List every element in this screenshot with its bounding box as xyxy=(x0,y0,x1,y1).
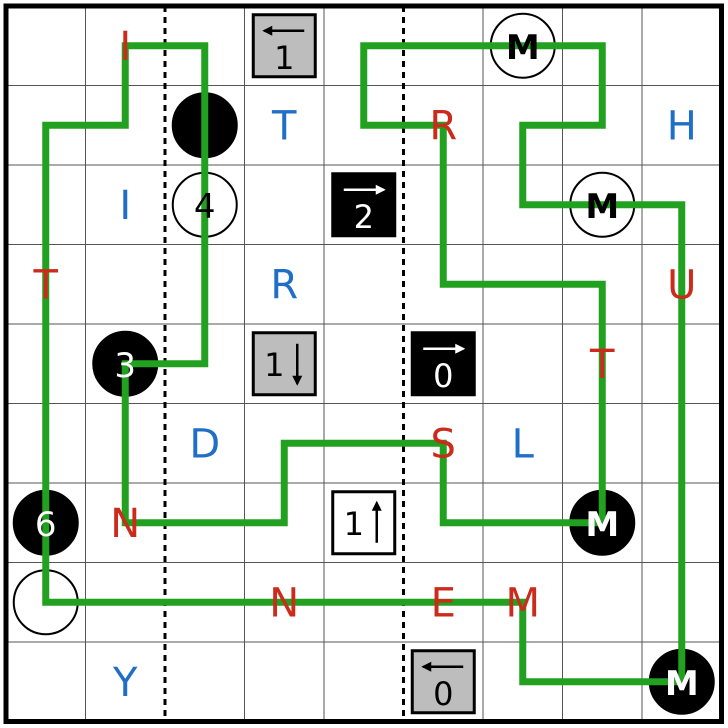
grid-cell[interactable] xyxy=(245,642,325,722)
cell-letter: T xyxy=(33,262,59,308)
cell-letter: I xyxy=(119,24,131,70)
arrow-clue-number: 1 xyxy=(274,39,294,77)
arrow-clue-box xyxy=(331,490,397,556)
cell-letter: U xyxy=(667,262,696,308)
cell-letter: Y xyxy=(112,660,138,706)
arrow-clue-box xyxy=(410,649,476,715)
cell-letter: T xyxy=(271,103,297,149)
circle-clue-label: M xyxy=(585,187,619,227)
arrow-clue-number: 1 xyxy=(264,346,284,384)
circle-clue-label: 6 xyxy=(35,505,57,545)
grid-cell[interactable] xyxy=(6,6,86,86)
board-border xyxy=(3,3,724,724)
cell-letter: N xyxy=(269,580,299,626)
solution-path-line xyxy=(42,42,686,686)
arrow-right-icon xyxy=(375,184,386,195)
arrow-clue-box xyxy=(410,331,476,397)
cell-letter: N xyxy=(110,501,140,547)
circle-clue-label: 4 xyxy=(194,187,216,227)
grid-cell[interactable] xyxy=(6,642,86,722)
grid-cell[interactable] xyxy=(483,324,563,404)
circle-clue-label: M xyxy=(665,664,699,704)
arrow-clue-number: 0 xyxy=(433,357,453,395)
grid-cell[interactable] xyxy=(324,324,404,404)
arrow-clue-number: 0 xyxy=(433,675,453,713)
cell-letter: M xyxy=(505,580,540,626)
grid-cell[interactable] xyxy=(245,165,325,245)
cell-letter: E xyxy=(431,580,456,626)
arrow-up-icon xyxy=(371,500,382,511)
circle-clue-label: M xyxy=(585,505,619,545)
grid-cell[interactable] xyxy=(324,245,404,325)
grid-cell[interactable] xyxy=(86,245,166,325)
cell-letter: R xyxy=(429,103,457,149)
arrow-clue-box xyxy=(251,13,317,79)
cell-letter: I xyxy=(119,183,131,229)
grid-cell[interactable] xyxy=(642,6,722,86)
cell-letter: D xyxy=(189,421,220,467)
grid-cell[interactable] xyxy=(165,642,245,722)
arrow-right-icon xyxy=(455,343,466,354)
grid-cell[interactable] xyxy=(563,563,643,643)
cell-letter: H xyxy=(667,103,697,149)
arrow-down-icon xyxy=(292,375,303,386)
cell-letter: L xyxy=(512,421,535,467)
arrow-clue-number: 1 xyxy=(344,505,364,543)
cell-letter: R xyxy=(270,262,298,308)
grid-cell[interactable] xyxy=(324,642,404,722)
arrow-left-icon xyxy=(421,661,432,672)
arrow-clue-box xyxy=(331,172,397,238)
cell-letter: T xyxy=(589,342,615,388)
arrow-clue-box xyxy=(251,331,317,397)
cell-letter: S xyxy=(431,421,456,467)
circle-clue-label: 3 xyxy=(114,346,136,386)
arrow-clue-number: 2 xyxy=(354,198,374,236)
arrow-left-icon xyxy=(262,25,273,36)
circle-clue-label: M xyxy=(506,28,540,68)
